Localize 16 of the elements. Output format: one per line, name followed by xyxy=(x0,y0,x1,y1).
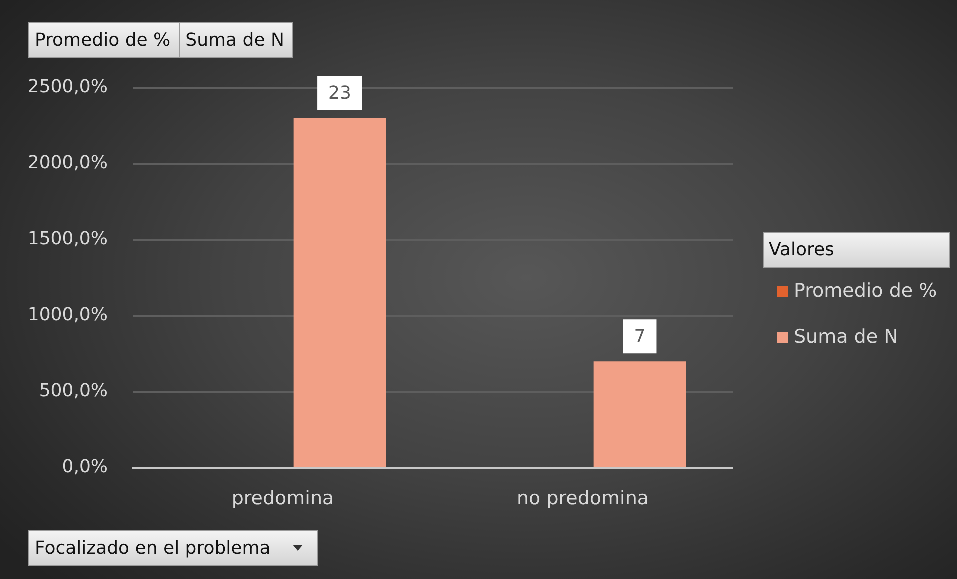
y-tick-label: 1000,0% xyxy=(28,304,108,326)
y-tick-label: 2500,0% xyxy=(28,76,108,98)
data-label: 23 xyxy=(328,83,352,104)
y-tick-label: 0,0% xyxy=(62,456,108,478)
x-tick-label: predomina xyxy=(232,487,334,510)
x-axis-title: Focalizado en el problema xyxy=(35,538,271,558)
text: Suma de N xyxy=(178,22,294,58)
y-tick-label: 500,0% xyxy=(39,380,108,402)
legend-title: Valores xyxy=(769,240,834,261)
legend-label: Promedio de % xyxy=(794,280,938,302)
y-tick-label: 1500,0% xyxy=(28,228,108,250)
text: Promedio de % xyxy=(28,22,180,58)
data-label: 7 xyxy=(634,326,646,348)
x-tick-label: no predomina xyxy=(516,487,650,510)
y-tick-label: 2000,0% xyxy=(28,152,108,174)
legend-label: Suma de N xyxy=(794,326,898,348)
